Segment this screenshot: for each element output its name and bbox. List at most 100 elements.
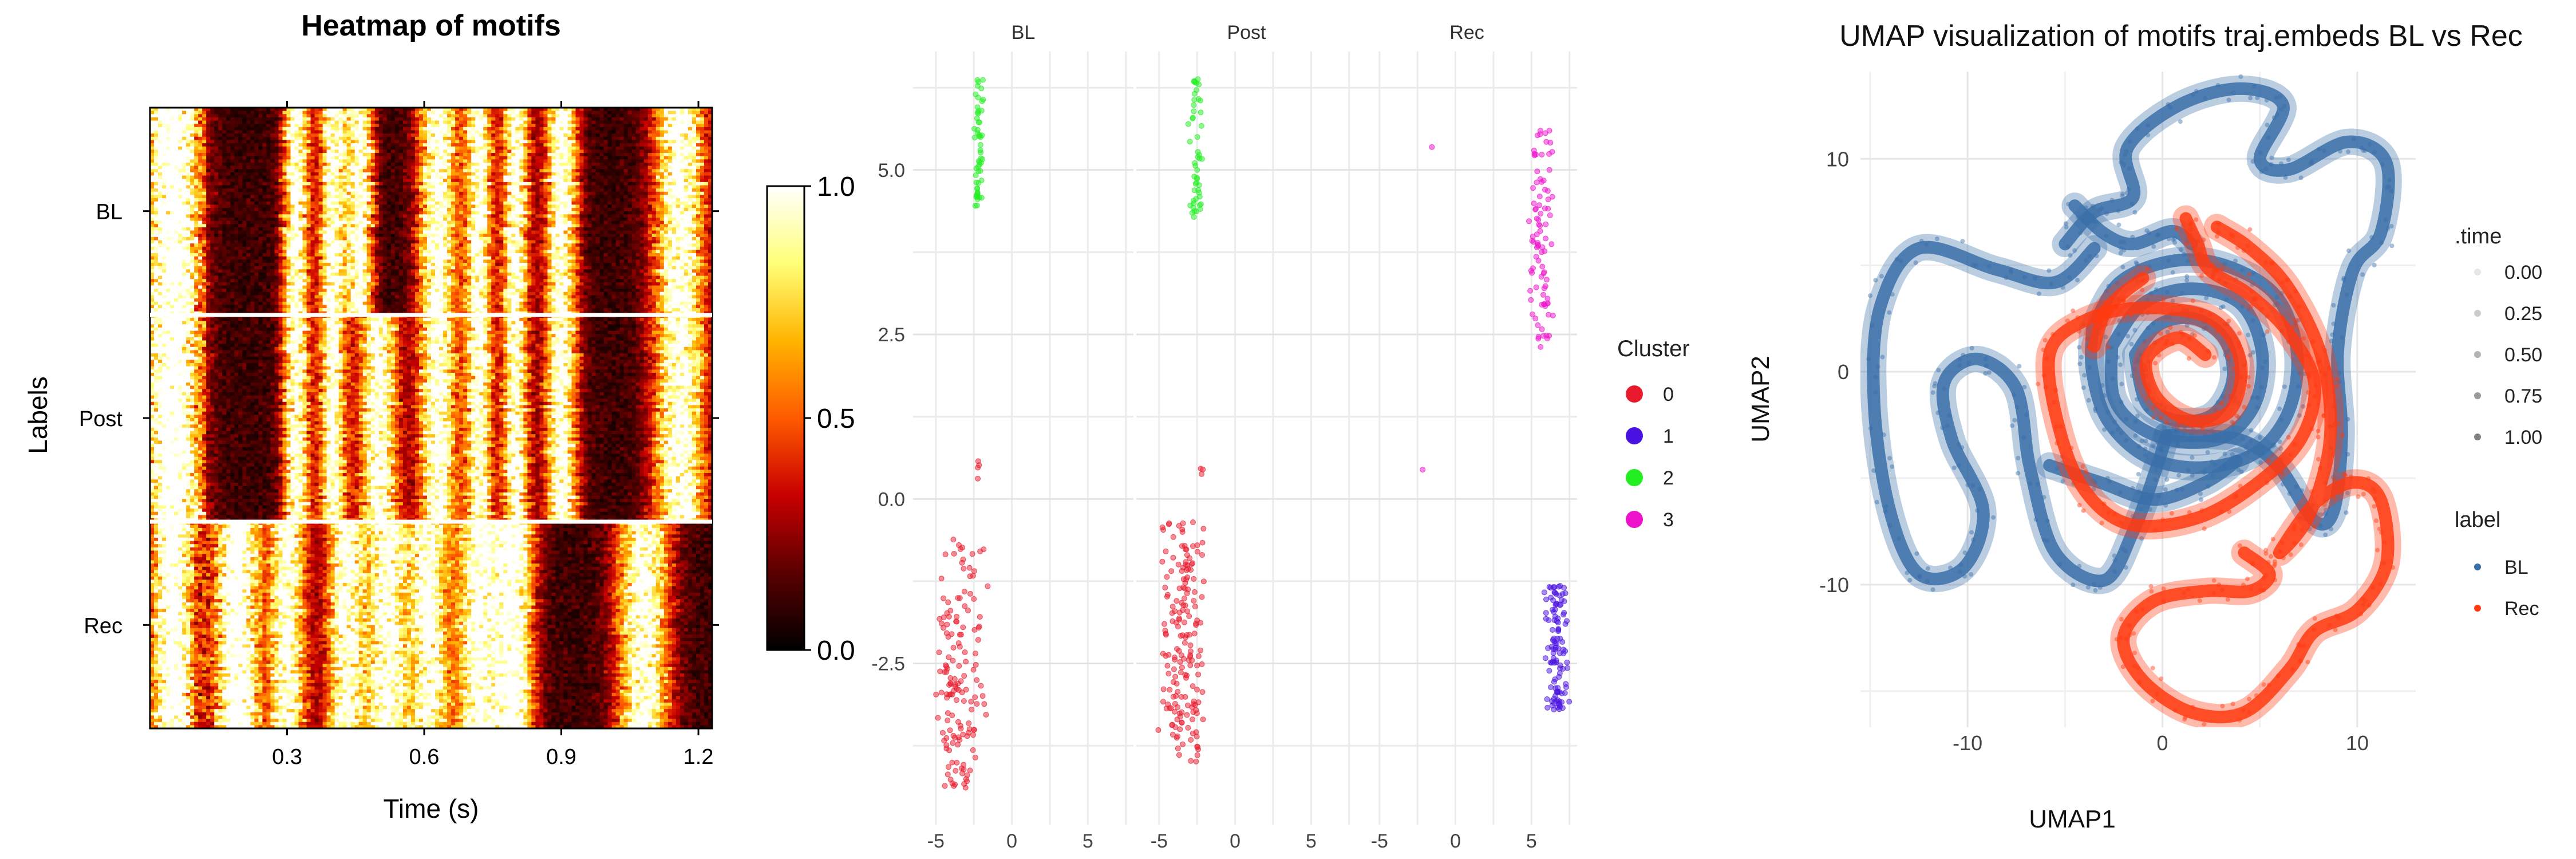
- umap-point: [2180, 291, 2184, 295]
- umap-point: [2161, 298, 2166, 302]
- umap-point: [2255, 96, 2259, 100]
- scatter-point: [1171, 667, 1176, 672]
- scatter-point: [1549, 242, 1554, 247]
- umap-point: [2306, 403, 2311, 408]
- umap-point: [2081, 464, 2085, 468]
- scatter-point: [1547, 668, 1552, 673]
- umap-point: [2131, 631, 2136, 636]
- umap-point: [2151, 666, 2155, 671]
- umap-point: [1879, 274, 1884, 278]
- scatter-point: [1528, 297, 1534, 302]
- scatter-point: [973, 651, 978, 656]
- time-legend-title: .time: [2455, 224, 2502, 249]
- umap-point: [2231, 426, 2235, 431]
- umap-point: [2389, 243, 2394, 248]
- umap-point: [2208, 418, 2212, 423]
- umap-point: [2312, 524, 2316, 529]
- umap-point: [2112, 512, 2116, 517]
- scatter-point: [1165, 592, 1170, 597]
- cluster-legend-title: Cluster: [1617, 336, 1690, 361]
- umap-point: [2086, 585, 2091, 590]
- umap-point: [1971, 263, 1976, 267]
- umap-point: [2258, 151, 2263, 155]
- umap-point: [2246, 384, 2251, 389]
- umap-point: [2119, 521, 2124, 525]
- umap-point: [2372, 504, 2377, 509]
- scatter-point: [1567, 699, 1572, 704]
- umap-point: [1987, 264, 1992, 269]
- scatter-point: [960, 771, 965, 776]
- umap-point: [2180, 487, 2184, 492]
- scatter-point: [1178, 670, 1183, 675]
- umap-point: [1975, 509, 1980, 513]
- umap-point: [2238, 74, 2243, 79]
- umap-point: [2067, 275, 2072, 279]
- scatter-point: [977, 160, 982, 165]
- umap-point: [2065, 245, 2070, 249]
- scatter-point: [969, 707, 974, 712]
- umap-point: [2145, 267, 2150, 271]
- umap-point: [2080, 219, 2085, 223]
- umap-point: [2170, 341, 2175, 346]
- scatter-point: [1191, 699, 1196, 704]
- umap-point: [2085, 337, 2089, 341]
- scatter-point: [1562, 585, 1567, 590]
- scatter-point: [983, 712, 989, 718]
- umap-point: [2131, 486, 2135, 491]
- scatter-point: [1542, 286, 1547, 291]
- umap-point: [2232, 367, 2237, 371]
- umap-ytick-label: 0: [1838, 360, 1849, 384]
- umap-point: [2036, 482, 2040, 486]
- umap-point: [2043, 338, 2048, 342]
- umap-point: [2378, 582, 2383, 586]
- umap-point: [1966, 483, 1970, 487]
- umap-point: [1957, 463, 1961, 468]
- time-legend-label: 1.00: [2504, 427, 2542, 448]
- umap-point: [2322, 348, 2327, 353]
- umap-point: [1905, 570, 1910, 575]
- umap-point: [1935, 411, 1940, 415]
- scatter-point: [1170, 618, 1175, 624]
- umap-point: [2217, 582, 2221, 587]
- scatter-point: [1530, 312, 1535, 317]
- scatter-point: [1163, 585, 1168, 590]
- umap-point: [2199, 251, 2203, 256]
- umap-point: [2327, 366, 2332, 371]
- umap-point: [2167, 237, 2171, 241]
- umap-point: [2143, 368, 2148, 372]
- umap-point: [2289, 330, 2293, 335]
- umap-point: [2382, 561, 2387, 566]
- umap-point: [2137, 680, 2142, 684]
- umap-point: [1887, 456, 1892, 460]
- umap-point: [2206, 450, 2210, 455]
- facet-xtick-label: -5: [1151, 830, 1168, 852]
- umap-point: [2241, 708, 2246, 712]
- umap-point: [2135, 609, 2139, 614]
- umap-point: [2287, 491, 2292, 496]
- umap-point: [2391, 565, 2395, 570]
- umap-point: [2155, 455, 2160, 460]
- scatter-point: [971, 667, 976, 672]
- cluster-legend-swatch: [1626, 511, 1643, 528]
- umap-point: [2191, 92, 2195, 97]
- umap-point: [2187, 337, 2192, 341]
- umap-point: [2263, 573, 2268, 578]
- scatter-point: [962, 604, 967, 609]
- scatter-point: [1554, 601, 1559, 606]
- heatmap-ytick-label: Post: [79, 407, 123, 431]
- umap-point: [2382, 540, 2387, 545]
- umap-point: [2369, 235, 2374, 239]
- umap-point: [2285, 278, 2290, 282]
- scatter-point: [979, 108, 984, 113]
- umap-point: [2044, 356, 2049, 361]
- umap-area: [1860, 72, 2416, 732]
- umap-point: [2380, 162, 2385, 167]
- scatter-point: [1531, 201, 1536, 206]
- umap-point: [2153, 528, 2158, 533]
- umap-point: [1958, 570, 1962, 574]
- umap-point: [2151, 397, 2155, 402]
- umap-point: [1969, 572, 1973, 577]
- scatter-point: [1191, 103, 1196, 108]
- umap-point: [2198, 598, 2202, 603]
- scatter-point: [1172, 609, 1178, 614]
